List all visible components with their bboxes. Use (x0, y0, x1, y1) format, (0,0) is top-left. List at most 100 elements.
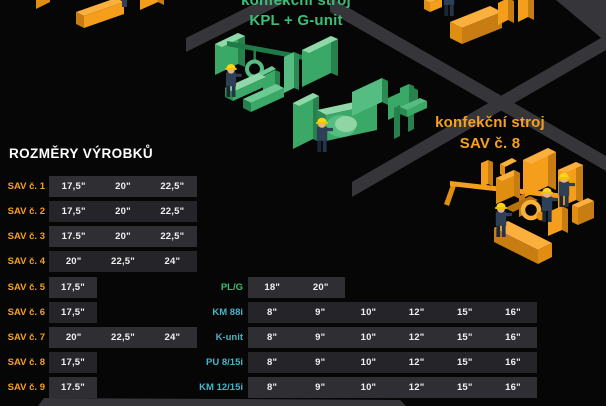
dimension-value: 15" (456, 307, 473, 318)
dimension-value: 10" (360, 332, 377, 343)
dimension-value: 8" (266, 382, 278, 393)
section-title: ROZMĚRY VÝROBKŮ (9, 146, 154, 161)
label-line: KPL + G-unit (249, 12, 343, 29)
dimension-value: 15" (456, 332, 473, 343)
dimension-value: 20" (115, 231, 131, 242)
row-cells: 18" 20" (248, 277, 345, 298)
row-cells: 17.5" (49, 377, 97, 398)
machine-kpl-gunit (215, 33, 338, 112)
dimension-value: 22,5" (110, 256, 135, 267)
machine-green-center (293, 78, 418, 152)
dimension-value: 17,5" (61, 357, 85, 368)
dimension-value: 12" (408, 307, 425, 318)
dimension-value: 10" (360, 307, 377, 318)
dimension-value: 17,5" (61, 282, 85, 293)
dimension-value: 20" (65, 256, 82, 267)
road-network (38, 0, 606, 406)
table-row: PL/G 18" 20" (0, 277, 606, 298)
table-row: SAV č. 3 17.5" 20" 22,5" (0, 226, 606, 247)
orange-stack-topleft (36, 0, 164, 28)
dimension-value: 10" (360, 357, 377, 368)
row-label: SAV č. 5 (7, 282, 45, 293)
table-row: SAV č. 1 17,5" 20" 22,5" (0, 176, 606, 197)
table-row: KM 12/15i 8" 9" 10" 12" 15" 16" (0, 377, 606, 398)
row-label: SAV č. 4 (7, 256, 45, 267)
row-cells: 17,5" (49, 277, 97, 298)
dimension-value: 8" (266, 357, 278, 368)
dimension-value: 16" (505, 307, 521, 318)
dimension-value: 17,5" (61, 307, 85, 318)
table-row: PU 8/15i 8" 9" 10" 12" 15" 16" (0, 352, 606, 373)
dimension-value: 22,5" (110, 332, 135, 343)
label-line: konfekční stroj (241, 0, 351, 9)
table-row: SAV č. 2 17,5" 20" 22,5" (0, 201, 606, 222)
dimension-value: 9" (315, 382, 326, 393)
row-label: SAV č. 8 (7, 357, 45, 368)
label-line: konfekční stroj (435, 114, 545, 131)
row-cells: 8" 9" 10" 12" 15" 16" (248, 327, 537, 348)
table-row: KM 88i 8" 9" 10" 12" 15" 16" (0, 302, 606, 323)
row-cells: 8" 9" 10" 12" 15" 16" (248, 352, 537, 373)
dimension-value: 20" (115, 181, 131, 192)
dimension-value: 20" (65, 332, 82, 343)
dimension-value: 24" (164, 332, 181, 343)
table-row: SAV č. 5 17,5" (0, 277, 606, 298)
road (38, 398, 406, 406)
dimension-value: 22,5" (160, 231, 185, 242)
dimension-value: 15" (456, 357, 473, 368)
table-row: SAV č. 6 17,5" (0, 302, 606, 323)
dimension-value: 22,5" (160, 206, 185, 217)
dimension-value: 9" (315, 332, 326, 343)
dimension-value: 9" (315, 307, 326, 318)
row-cells: 17,5" (49, 352, 97, 373)
label-line: SAV č. 8 (459, 135, 521, 152)
machine-sav8 (444, 148, 594, 264)
row-label: PU 8/15i (206, 357, 243, 368)
road (352, 35, 606, 197)
dimension-value: 12" (408, 382, 425, 393)
row-cells: 17,5" 20" 22,5" (49, 201, 197, 222)
dimension-value: 17.5" (61, 382, 85, 393)
dimension-value: 20" (312, 282, 329, 293)
row-label: K-unit (215, 332, 243, 343)
row-cells: 20" 22,5" 24" (49, 327, 197, 348)
row-cells: 8" 9" 10" 12" 15" 16" (248, 377, 537, 398)
dimension-value: 24" (164, 256, 181, 267)
table-row: SAV č. 4 20" 22,5" 24" (0, 251, 606, 272)
dimension-value: 8" (266, 332, 278, 343)
row-cells: 17,5" 20" 22,5" (49, 176, 197, 197)
worker-figure (442, 0, 461, 17)
row-cells: 8" 9" 10" 12" 15" 16" (248, 302, 537, 323)
dimension-value: 9" (315, 357, 326, 368)
machine-orange-topright (424, 0, 534, 44)
row-label: SAV č. 1 (7, 181, 45, 192)
road (186, 0, 290, 52)
dimension-value: 16" (505, 382, 521, 393)
row-label: KM 88i (212, 307, 243, 318)
dimension-value: 17,5" (61, 206, 86, 217)
dimension-value: 20" (115, 206, 131, 217)
dimension-value: 15" (456, 382, 473, 393)
dimension-value: 17,5" (61, 181, 86, 192)
table-row: K-unit 8" 9" 10" 12" 15" 16" (0, 327, 606, 348)
row-label: SAV č. 2 (7, 206, 45, 217)
dimension-value: 12" (408, 357, 425, 368)
row-label: PL/G (220, 282, 243, 293)
dimension-value: 16" (505, 332, 521, 343)
dimension-value: 12" (408, 332, 425, 343)
table-row: SAV č. 8 17,5" (0, 352, 606, 373)
dimension-value: 8" (266, 307, 278, 318)
row-label: SAV č. 9 (7, 382, 45, 393)
row-cells: 20" 22,5" 24" (49, 251, 197, 272)
green-bracket (400, 84, 427, 117)
row-cells: 17,5" (49, 302, 97, 323)
row-cells: 17.5" 20" 22,5" (49, 226, 197, 247)
table-row: SAV č. 7 20" 22,5" 24" (0, 327, 606, 348)
dimension-value: 10" (360, 382, 377, 393)
dimension-value: 18" (264, 282, 281, 293)
dimension-value: 22,5" (160, 181, 185, 192)
dimension-value: 17.5" (61, 231, 86, 242)
table-row: SAV č. 9 17.5" (0, 377, 606, 398)
